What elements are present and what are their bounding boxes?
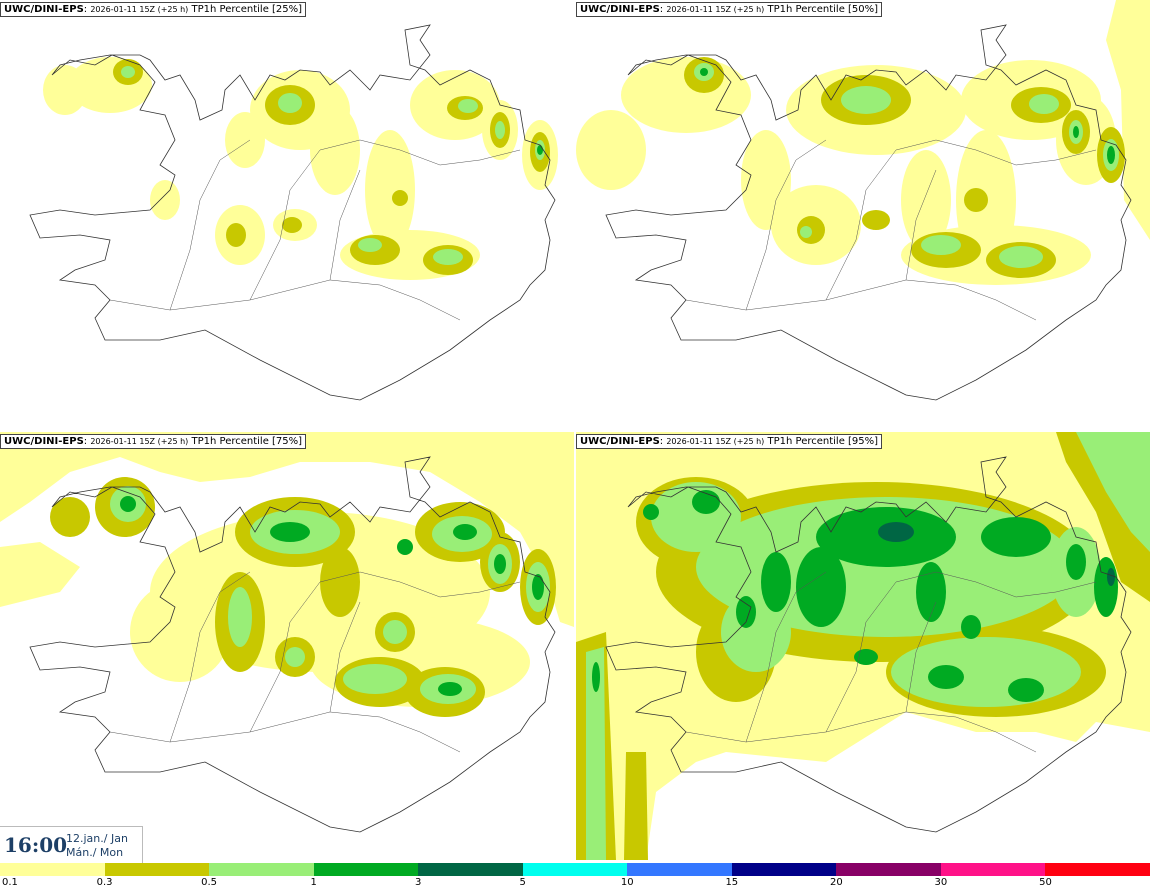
legend-tick-label: 20 (829, 877, 843, 888)
legend-tick-label: 0.3 (96, 877, 113, 888)
run-info: 2026-01-11 15Z (+25 h) (666, 437, 765, 446)
field-name: TP1h Percentile [95%] (767, 436, 879, 447)
precip-map-p25 (29, 24, 558, 401)
model-name: UWC/DINI-EPS (580, 4, 660, 15)
legend-swatch (209, 863, 314, 876)
model-name: UWC/DINI-EPS (4, 436, 84, 447)
legend-swatch (0, 863, 105, 876)
map-panel-p50: UWC/DINI-EPS: 2026-01-11 15Z (+25 h) TP1… (576, 0, 1150, 428)
precip-map-p95 (576, 432, 1150, 860)
map-panel-p95: UWC/DINI-EPS: 2026-01-11 15Z (+25 h) TP1… (576, 432, 1150, 860)
panel-header: UWC/DINI-EPS: 2026-01-11 15Z (+25 h) TP1… (576, 434, 883, 449)
legend-tick-label: 1 (310, 877, 317, 888)
panel-header: UWC/DINI-EPS: 2026-01-11 15Z (+25 h) TP1… (576, 2, 883, 17)
legend-tick-label: 0.1 (2, 877, 18, 888)
legend-swatch (627, 863, 732, 876)
legend-swatch (104, 863, 210, 876)
legend-tick-label: 15 (725, 877, 739, 888)
legend-tick-label: 50 (1039, 877, 1052, 888)
legend-tick-label: 30 (934, 877, 948, 888)
coastline (29, 24, 556, 401)
legend-tick-label: 0.5 (201, 877, 218, 888)
legend-swatch (1045, 863, 1150, 876)
precip-1-shading (700, 68, 1115, 164)
legend-swatch (313, 863, 419, 876)
coastline (605, 456, 1132, 833)
road-network (685, 139, 1097, 321)
legend-swatch (522, 863, 628, 876)
road-network (109, 139, 521, 321)
model-name: UWC/DINI-EPS (4, 4, 84, 15)
map-panel-p25: UWC/DINI-EPS: 2026-01-11 15Z (+25 h) TP1… (0, 0, 574, 428)
map-panel-p75: UWC/DINI-EPS: 2026-01-11 15Z (+25 h) TP1… (0, 432, 574, 860)
legend-swatch (731, 863, 837, 876)
precip-3-shading (878, 522, 1115, 586)
road-network (685, 571, 1097, 753)
run-info: 2026-01-11 15Z (+25 h) (90, 5, 189, 14)
legend-swatch (418, 863, 523, 876)
field-name: TP1h Percentile [25%] (191, 4, 303, 15)
field-name: TP1h Percentile [75%] (191, 436, 303, 447)
valid-time: 16:00 (4, 833, 68, 857)
precip-1-shading (120, 496, 544, 696)
precip-0.5-shading (121, 66, 545, 265)
field-name: TP1h Percentile [50%] (767, 4, 879, 15)
legend-tick-label: 3 (414, 877, 422, 888)
precip-map-p75 (0, 432, 574, 833)
run-info: 2026-01-11 15Z (+25 h) (666, 5, 765, 14)
panel-header: UWC/DINI-EPS: 2026-01-11 15Z (+25 h) TP1… (0, 2, 307, 17)
legend-swatch (836, 863, 941, 876)
coastline (29, 456, 556, 833)
panel-header: UWC/DINI-EPS: 2026-01-11 15Z (+25 h) TP1… (0, 434, 307, 449)
color-scale-ticks: 0.1 0.3 0.5 1 3 5 10 15 20 30 50 (0, 877, 1150, 891)
legend-swatch (940, 863, 1046, 876)
legend-tick-label: 5 (519, 877, 526, 888)
color-scale-bar (0, 863, 1150, 876)
valid-date-line2: Mán./ Mon (66, 846, 124, 859)
precip-1-shading (537, 145, 543, 155)
valid-time-box: 16:00 12.jan./ Jan Mán./ Mon (0, 826, 143, 863)
legend-tick-label: 10 (620, 877, 634, 888)
valid-date-line1: 12.jan./ Jan (66, 832, 128, 845)
precip-map-p50 (576, 0, 1150, 401)
coastline (605, 24, 1132, 401)
road-network (109, 571, 521, 753)
model-name: UWC/DINI-EPS (580, 436, 660, 447)
run-info: 2026-01-11 15Z (+25 h) (90, 437, 189, 446)
